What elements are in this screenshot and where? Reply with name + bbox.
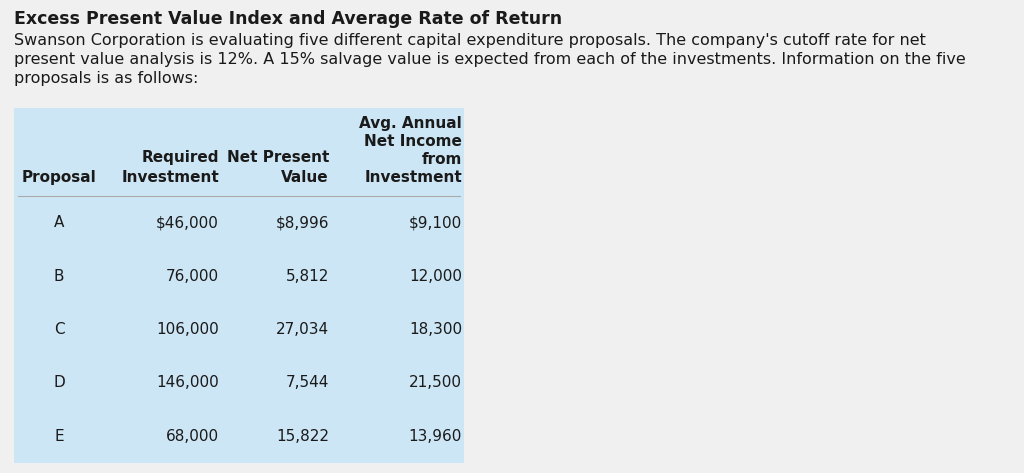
Text: Net Income: Net Income xyxy=(365,134,462,149)
Text: 106,000: 106,000 xyxy=(157,322,219,337)
Text: 15,822: 15,822 xyxy=(276,429,329,444)
Text: D: D xyxy=(53,376,65,390)
Text: 7,544: 7,544 xyxy=(286,376,329,390)
Text: B: B xyxy=(53,269,65,284)
Text: Proposal: Proposal xyxy=(22,170,96,185)
Text: from: from xyxy=(422,152,462,167)
Text: 146,000: 146,000 xyxy=(157,376,219,390)
Text: 76,000: 76,000 xyxy=(166,269,219,284)
Text: 21,500: 21,500 xyxy=(409,376,462,390)
Bar xyxy=(14,108,464,463)
Text: Net Present: Net Present xyxy=(226,150,329,165)
Text: 12,000: 12,000 xyxy=(409,269,462,284)
Text: $9,100: $9,100 xyxy=(409,215,462,230)
Text: Swanson Corporation is evaluating five different capital expenditure proposals. : Swanson Corporation is evaluating five d… xyxy=(14,33,926,48)
Text: 68,000: 68,000 xyxy=(166,429,219,444)
Text: A: A xyxy=(54,215,65,230)
Text: E: E xyxy=(54,429,63,444)
Text: present value analysis is 12%. A 15% salvage value is expected from each of the : present value analysis is 12%. A 15% sal… xyxy=(14,52,966,67)
Text: 5,812: 5,812 xyxy=(286,269,329,284)
Text: Investment: Investment xyxy=(365,170,462,185)
Text: Value: Value xyxy=(282,170,329,185)
Text: $46,000: $46,000 xyxy=(156,215,219,230)
Text: 27,034: 27,034 xyxy=(275,322,329,337)
Text: Avg. Annual: Avg. Annual xyxy=(359,116,462,131)
Text: 18,300: 18,300 xyxy=(409,322,462,337)
Text: Investment: Investment xyxy=(121,170,219,185)
Text: Required: Required xyxy=(141,150,219,165)
Text: C: C xyxy=(53,322,65,337)
Text: 13,960: 13,960 xyxy=(409,429,462,444)
Text: Excess Present Value Index and Average Rate of Return: Excess Present Value Index and Average R… xyxy=(14,10,562,28)
Text: proposals is as follows:: proposals is as follows: xyxy=(14,71,199,86)
Text: $8,996: $8,996 xyxy=(275,215,329,230)
